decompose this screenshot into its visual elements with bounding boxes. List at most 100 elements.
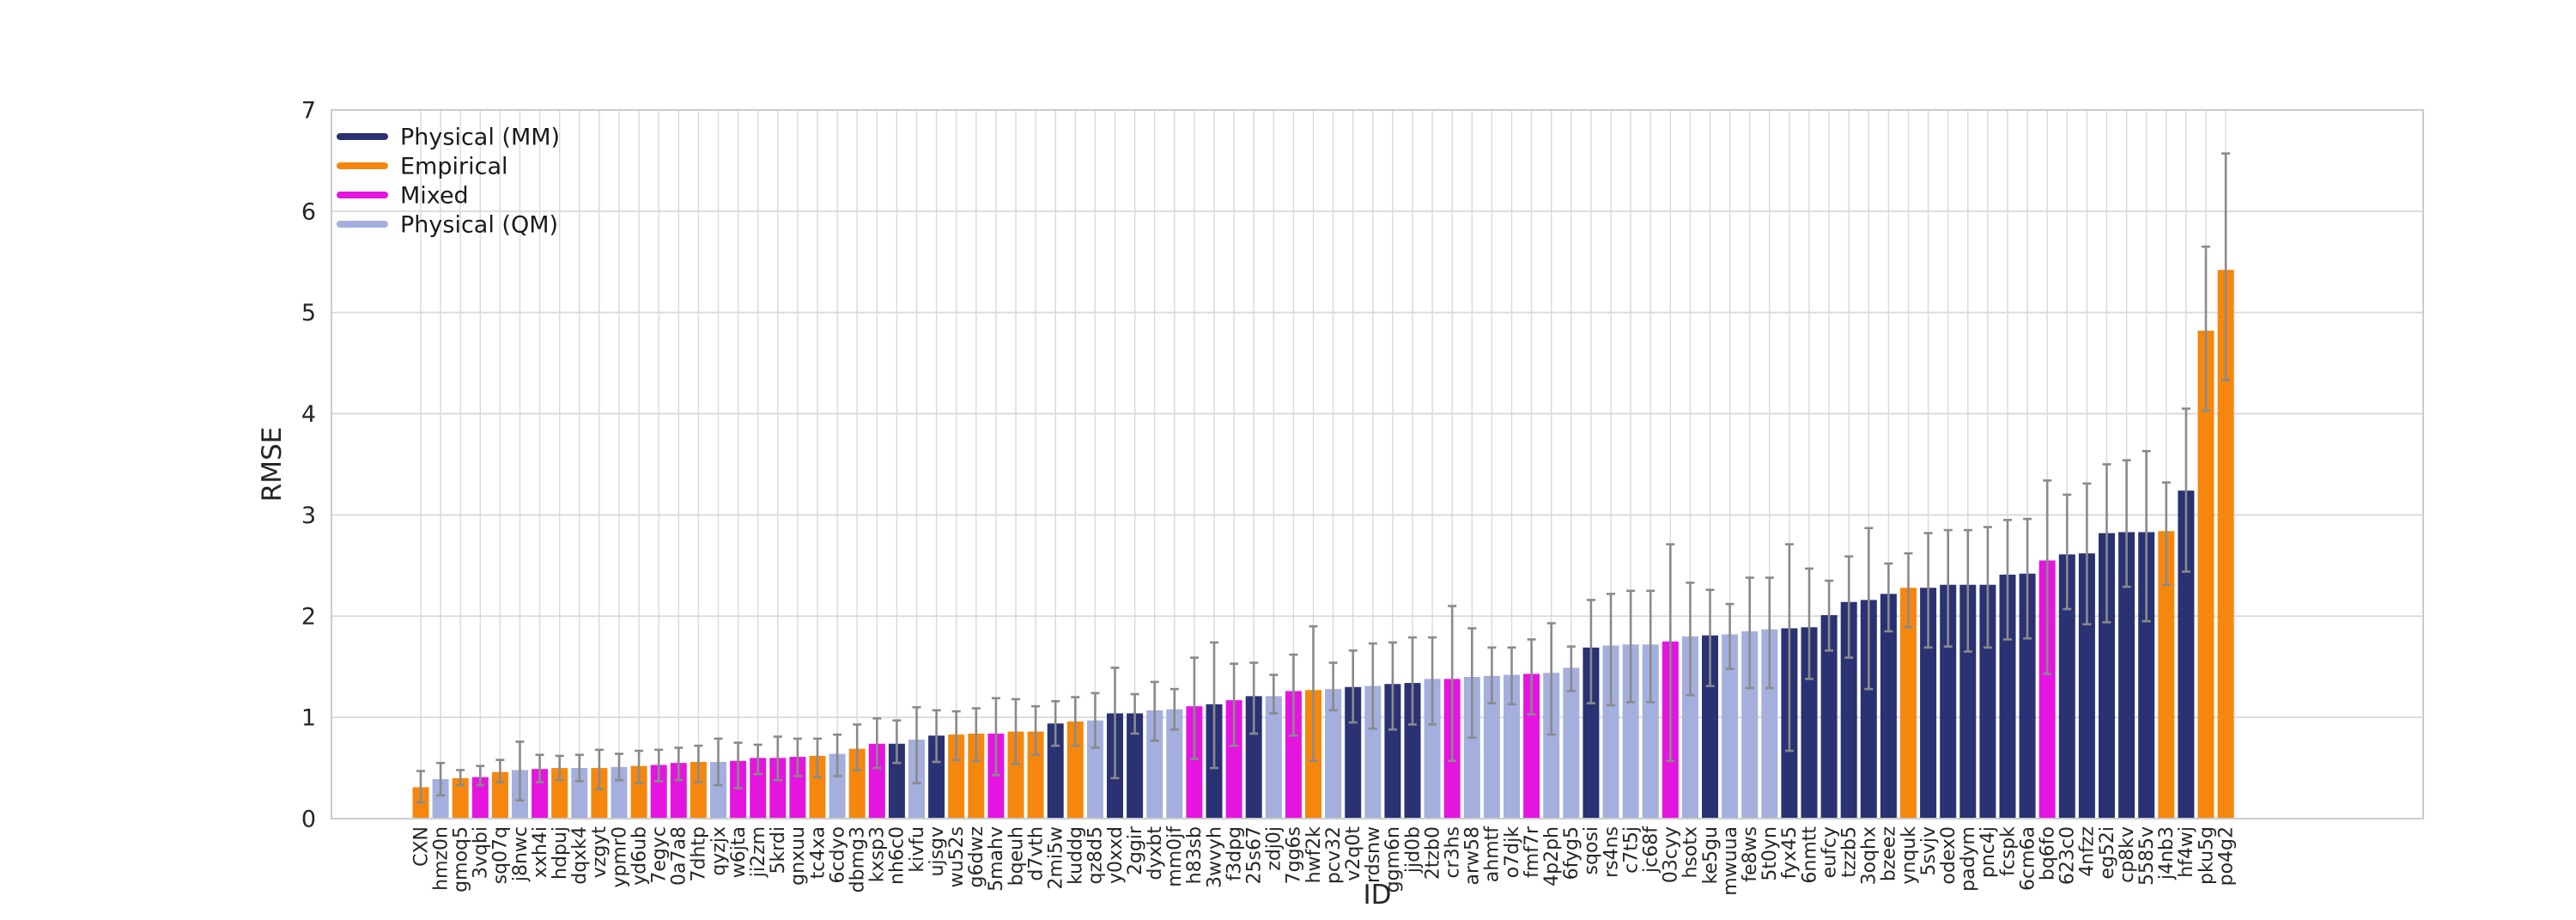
errorbar-7egyc bbox=[654, 748, 664, 783]
bar-0a7a8 bbox=[670, 763, 687, 819]
errorbar-mm0jf bbox=[1170, 687, 1179, 731]
x-tick-label-kivfu: kivfu bbox=[907, 826, 928, 873]
errorbar-hdpuj bbox=[555, 754, 564, 782]
x-tick-labels: CXNhmz0ngmoq53vqbisq07qj8nwcxxh4ihdpujdq… bbox=[410, 826, 2237, 896]
x-tick-label-gnxuu: gnxuu bbox=[787, 826, 809, 886]
bar-4nfzz bbox=[2078, 553, 2095, 819]
errorbar-6nmtt bbox=[1805, 567, 1814, 680]
bar-bq6fo bbox=[2038, 560, 2056, 819]
bar-w6jta bbox=[730, 760, 747, 819]
bar-7egyc bbox=[650, 765, 667, 819]
errorbar-4nfzz bbox=[2082, 482, 2092, 626]
errorbar-kuddg bbox=[1071, 696, 1080, 747]
bar-6fyg5 bbox=[1563, 667, 1580, 819]
errorbar-tzzb5 bbox=[1844, 555, 1854, 659]
bar-dyxbt bbox=[1146, 710, 1163, 819]
x-tick-label-o7djk: o7djk bbox=[1502, 826, 1523, 879]
x-tick-label-po4g2: po4g2 bbox=[2215, 826, 2237, 886]
bar-arw58 bbox=[1463, 677, 1480, 819]
x-tick-label-bqeuh: bqeuh bbox=[1005, 826, 1027, 886]
x-tick-label-kxsp3: kxsp3 bbox=[867, 826, 889, 882]
x-tick-label-hsotx: hsotx bbox=[1680, 826, 1702, 879]
x-tick-label-6cdyo: 6cdyo bbox=[827, 826, 848, 884]
bar-rdsnw bbox=[1364, 685, 1382, 819]
errorbar-7dhtp bbox=[694, 744, 703, 783]
errorbar-bqeuh bbox=[1012, 698, 1020, 765]
bar-5585v bbox=[2138, 532, 2155, 819]
errorbar-odex0 bbox=[1943, 528, 1953, 648]
bar-odex0 bbox=[1940, 584, 1957, 819]
x-tick-label-5mahv: 5mahv bbox=[986, 826, 1007, 892]
bar-ahmtf bbox=[1483, 675, 1500, 819]
bar-o7djk bbox=[1504, 674, 1520, 819]
errorbar-5585v bbox=[2142, 449, 2151, 623]
bar-po4g2 bbox=[2217, 270, 2234, 819]
bar-mm0jf bbox=[1166, 709, 1183, 819]
x-tick-label-arw58: arw58 bbox=[1462, 826, 1484, 886]
bar-zdj0j bbox=[1265, 696, 1282, 819]
errorbar-pku5g bbox=[2202, 245, 2210, 412]
x-tick-label-bq6fo: bq6fo bbox=[2037, 826, 2058, 880]
errorbar-2ggir bbox=[1130, 692, 1139, 735]
x-tick-label-d7vth: d7vth bbox=[1025, 826, 1047, 881]
x-tick-label-zdj0j: zdj0j bbox=[1264, 826, 1285, 871]
y-axis-label: RMSE bbox=[257, 427, 288, 503]
y-tick-labels: 0 1 2 3 4 5 6 7 bbox=[301, 97, 316, 832]
errorbar-y0xxd bbox=[1110, 667, 1120, 780]
bar-3oqhx bbox=[1860, 600, 1877, 819]
x-tick-label-fe8ws: fe8ws bbox=[1740, 826, 1761, 882]
errorbar-ynquk bbox=[1904, 551, 1913, 629]
bar-mwuua bbox=[1722, 634, 1739, 819]
legend-item-E: Empirical bbox=[337, 153, 508, 180]
x-tick-label-ji2zm: ji2zm bbox=[748, 826, 769, 878]
x-tick-label-cr3hs: cr3hs bbox=[1442, 826, 1463, 879]
y-tick-label-2: 2 bbox=[301, 604, 316, 631]
x-tick-label-fyx45: fyx45 bbox=[1779, 826, 1801, 879]
bar-bzeez bbox=[1880, 594, 1897, 819]
x-tick-label-v2q0t: v2q0t bbox=[1343, 826, 1364, 881]
errorbar-hwf2k bbox=[1309, 625, 1318, 763]
bar-6cdyo bbox=[829, 753, 846, 819]
errorbar-g6dwz bbox=[971, 707, 981, 763]
x-tick-label-25s67: 25s67 bbox=[1243, 826, 1265, 884]
bar-rs4ns bbox=[1602, 645, 1619, 819]
bar-5svjv bbox=[1920, 588, 1937, 819]
y-tick-label-5: 5 bbox=[301, 300, 316, 326]
x-tick-label-5svjv: 5svjv bbox=[1918, 826, 1940, 876]
bar-ggm6n bbox=[1384, 684, 1401, 819]
errorbar-6cm6a bbox=[2023, 517, 2032, 640]
bar-4p2ph bbox=[1543, 673, 1560, 819]
x-tick-label-7dhtp: 7dhtp bbox=[689, 826, 710, 882]
x-tick-label-jjd0b: jjd0b bbox=[1402, 826, 1424, 874]
x-tick-label-padym: padym bbox=[1958, 826, 1979, 892]
bar-3vqbi bbox=[471, 777, 489, 819]
errorbar-h83sb bbox=[1189, 656, 1199, 760]
bar-bqeuh bbox=[1007, 731, 1024, 819]
legend-label-MM: Physical (MM) bbox=[400, 124, 560, 150]
bar-wu52s bbox=[948, 734, 965, 819]
errorbar-7gg6s bbox=[1289, 653, 1298, 737]
x-tick-label-623c0: 623c0 bbox=[2057, 826, 2079, 885]
bar-eufcy bbox=[1820, 615, 1838, 819]
bar-pku5g bbox=[2197, 330, 2215, 819]
errorbar-ke5gu bbox=[1705, 588, 1715, 687]
bar-25s67 bbox=[1245, 696, 1262, 819]
errorbar-2tzb0 bbox=[1428, 636, 1437, 726]
bar-f3dpg bbox=[1225, 700, 1242, 819]
errorbar-rdsnw bbox=[1368, 642, 1377, 730]
errorbar-eufcy bbox=[1825, 579, 1834, 652]
errorbar-dyxbt bbox=[1150, 680, 1159, 742]
x-tick-label-6nmtt: 6nmtt bbox=[1799, 826, 1820, 884]
errorbar-qyzjx bbox=[714, 737, 723, 787]
errorbar-hf4wj bbox=[2181, 407, 2190, 573]
errorbar-bzeez bbox=[1884, 562, 1893, 633]
x-tick-label-bzeez: bzeez bbox=[1879, 826, 1900, 881]
legend-label-M: Mixed bbox=[400, 182, 469, 209]
bar-7gg6s bbox=[1285, 691, 1302, 819]
bar-qz8d5 bbox=[1086, 720, 1103, 819]
errorbar-hsotx bbox=[1686, 582, 1695, 697]
x-tick-label-dqxk4: dqxk4 bbox=[569, 826, 591, 885]
bar-jc68f bbox=[1642, 644, 1659, 819]
x-tick-label-hdpuj: hdpuj bbox=[550, 826, 571, 880]
errorbar-xxh4i bbox=[535, 753, 544, 783]
